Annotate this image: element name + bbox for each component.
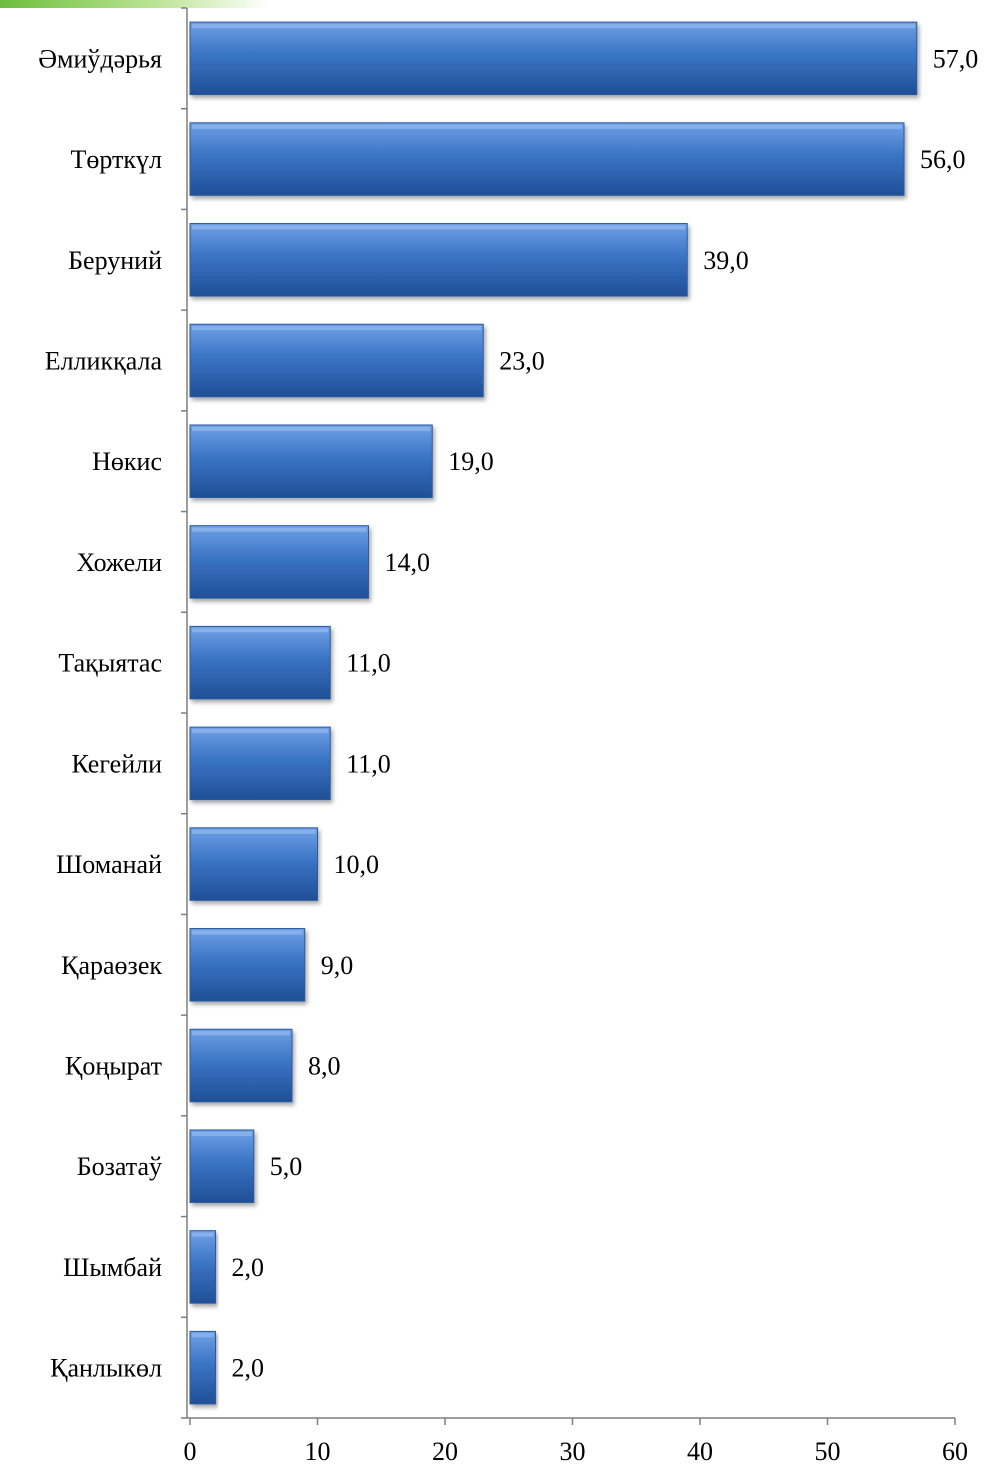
- bar-highlight: [192, 124, 902, 129]
- bar-highlight: [192, 628, 329, 633]
- category-label: Кегейли: [71, 749, 162, 778]
- category-label: Хожели: [76, 548, 162, 577]
- category-label: Бозатаў: [77, 1152, 162, 1181]
- category-label: Тақыятас: [58, 649, 162, 678]
- value-label: 39,0: [703, 246, 749, 275]
- value-label: 8,0: [308, 1052, 341, 1081]
- x-tick-label: 50: [815, 1437, 841, 1466]
- bar: [189, 1129, 255, 1203]
- category-label: Елликқала: [45, 347, 163, 376]
- x-tick-label: 10: [305, 1437, 331, 1466]
- value-label: 2,0: [232, 1354, 265, 1383]
- bar-highlight: [192, 1333, 214, 1338]
- bar: [189, 223, 688, 297]
- bar: [189, 1330, 216, 1405]
- bar: [189, 625, 331, 700]
- bar-highlight: [192, 1232, 214, 1237]
- bar-highlight: [192, 426, 431, 431]
- value-label: 57,0: [933, 44, 979, 73]
- category-label: Қоңырат: [65, 1052, 162, 1081]
- bar: [189, 21, 918, 96]
- x-tick-label: 30: [560, 1437, 586, 1466]
- x-tick-label: 20: [432, 1437, 458, 1466]
- category-label: Нөкис: [92, 447, 162, 476]
- value-label: 2,0: [232, 1253, 265, 1282]
- value-label: 11,0: [346, 649, 391, 678]
- value-label: 5,0: [270, 1152, 303, 1181]
- bar-highlight: [192, 527, 367, 532]
- bar: [189, 1028, 293, 1103]
- x-tick-label: 60: [942, 1437, 968, 1466]
- bar-highlight: [192, 24, 915, 29]
- corner-accent: [0, 0, 270, 8]
- category-label: Беруний: [68, 246, 162, 275]
- bar-highlight: [192, 225, 686, 230]
- category-label: Шымбай: [63, 1253, 162, 1282]
- value-label: 23,0: [499, 347, 545, 376]
- bar-highlight: [192, 1131, 252, 1136]
- bar: [189, 726, 331, 801]
- bar: [189, 928, 306, 1002]
- bar-highlight: [192, 1031, 290, 1036]
- value-label: 11,0: [346, 749, 391, 778]
- value-label: 10,0: [334, 850, 380, 879]
- category-label: Қанлыкөл: [50, 1354, 162, 1383]
- bar: [189, 1230, 216, 1304]
- value-label: 9,0: [321, 951, 354, 980]
- value-label: 19,0: [448, 447, 494, 476]
- x-tick-label: 0: [184, 1437, 197, 1466]
- bar: [189, 525, 369, 599]
- category-label: Қараөзек: [61, 951, 162, 980]
- bar-highlight: [192, 326, 482, 331]
- bar-highlight: [192, 930, 303, 935]
- bar: [189, 424, 433, 498]
- value-label: 56,0: [920, 145, 966, 174]
- bar: [189, 122, 905, 196]
- bar-highlight: [192, 729, 329, 734]
- category-label: Шоманай: [56, 850, 162, 879]
- bar-highlight: [192, 829, 316, 834]
- x-tick-label: 40: [687, 1437, 713, 1466]
- value-label: 14,0: [385, 548, 431, 577]
- bar: [189, 827, 318, 901]
- bar: [189, 323, 484, 398]
- category-label: Төрткүл: [70, 145, 162, 174]
- category-label: Әмиўдәрья: [38, 44, 162, 73]
